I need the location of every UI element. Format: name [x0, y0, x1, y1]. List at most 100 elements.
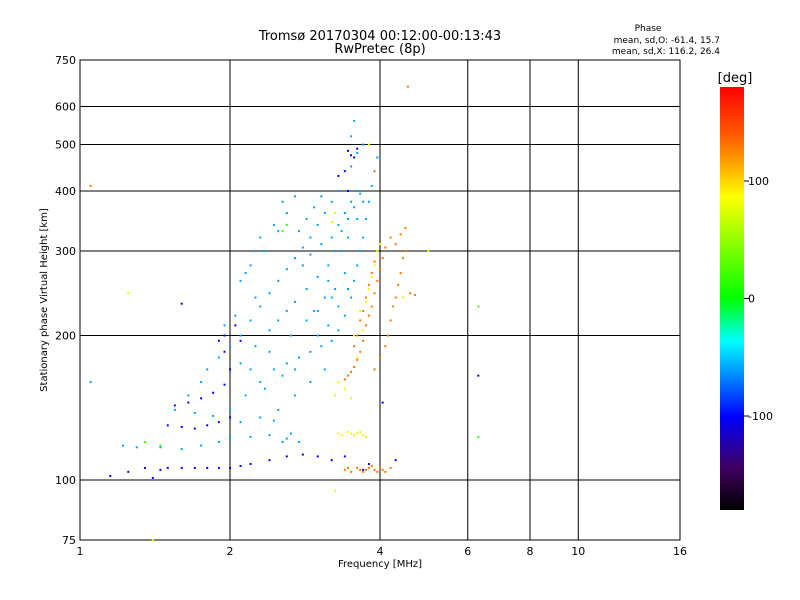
data-point — [244, 394, 247, 397]
x-tick-label: 6 — [464, 545, 471, 558]
data-point — [346, 466, 349, 469]
data-point — [277, 279, 280, 282]
data-point — [285, 437, 288, 440]
data-point — [159, 468, 162, 471]
data-point — [316, 309, 319, 312]
data-point — [340, 250, 343, 253]
grid-lines — [80, 60, 680, 540]
data-point — [277, 408, 280, 411]
x-tick-label: 1 — [77, 545, 84, 558]
data-point — [350, 370, 353, 373]
data-point — [376, 470, 379, 473]
data-point — [356, 217, 359, 220]
data-point — [365, 435, 368, 438]
data-point — [305, 217, 308, 220]
data-point — [293, 368, 296, 371]
data-point — [173, 408, 176, 411]
data-point — [330, 459, 333, 462]
data-point — [330, 296, 333, 299]
data-point — [212, 391, 215, 394]
data-point — [206, 368, 209, 371]
data-point — [394, 243, 397, 246]
data-point — [268, 459, 271, 462]
data-point — [330, 220, 333, 223]
data-point — [394, 459, 397, 462]
data-point — [381, 468, 384, 471]
data-point — [477, 374, 480, 377]
data-point — [362, 200, 365, 203]
data-point — [330, 339, 333, 342]
data-point — [323, 368, 326, 371]
data-point — [350, 296, 353, 299]
data-point — [356, 264, 359, 267]
data-point — [343, 378, 346, 381]
data-point — [350, 135, 353, 138]
colorbar-tick-label: 0 — [748, 293, 755, 306]
data-point — [323, 212, 326, 215]
data-point — [234, 324, 237, 327]
data-point — [353, 334, 356, 337]
data-point — [285, 268, 288, 271]
data-point — [370, 305, 373, 308]
data-point — [143, 441, 146, 444]
data-point — [217, 421, 220, 424]
data-point — [353, 156, 356, 159]
data-point — [365, 300, 368, 303]
data-point — [193, 411, 196, 414]
data-point — [343, 170, 346, 173]
data-point — [399, 271, 402, 274]
data-point — [362, 309, 365, 312]
data-point — [399, 233, 402, 236]
data-point — [180, 466, 183, 469]
data-point — [334, 288, 337, 291]
x-tick-label: 4 — [377, 545, 384, 558]
data-point — [193, 427, 196, 430]
data-point — [229, 408, 231, 411]
data-point — [109, 474, 112, 477]
data-point — [309, 350, 312, 353]
data-point — [346, 374, 349, 377]
x-tick-label: 2 — [227, 545, 234, 558]
x-tick-label: 16 — [673, 545, 687, 558]
data-point — [376, 279, 379, 282]
data-point — [359, 309, 362, 312]
data-point — [309, 381, 312, 384]
data-point — [367, 283, 370, 286]
data-point — [362, 143, 365, 146]
data-point — [217, 441, 220, 444]
data-point — [127, 470, 130, 473]
data-point — [337, 305, 340, 308]
data-point — [337, 329, 340, 332]
data-point — [301, 264, 304, 267]
data-point — [323, 296, 326, 299]
data-point — [340, 230, 343, 233]
data-point — [427, 250, 430, 253]
data-point — [285, 362, 288, 365]
data-point — [356, 152, 359, 155]
data-point — [334, 212, 337, 215]
data-point — [356, 356, 359, 359]
data-point — [166, 424, 169, 427]
data-point — [223, 350, 226, 353]
data-point — [362, 329, 365, 332]
y-tick-label: 100 — [55, 474, 76, 487]
stats-line-x: mean, sd,X: 116.2, 26.4 — [612, 47, 720, 57]
data-point — [297, 356, 300, 359]
data-point — [259, 305, 262, 308]
data-point — [362, 468, 365, 471]
data-point — [330, 236, 333, 239]
data-point — [330, 200, 333, 203]
data-point — [365, 217, 368, 220]
data-point — [373, 292, 376, 295]
data-point — [281, 374, 284, 377]
data-point — [89, 381, 92, 384]
data-point — [272, 368, 275, 371]
data-point — [249, 319, 252, 322]
data-point — [313, 309, 316, 312]
data-point — [223, 383, 226, 386]
data-point — [359, 430, 362, 433]
data-point — [200, 444, 203, 447]
data-point — [320, 195, 323, 198]
data-point — [309, 236, 312, 239]
data-point — [249, 435, 252, 438]
